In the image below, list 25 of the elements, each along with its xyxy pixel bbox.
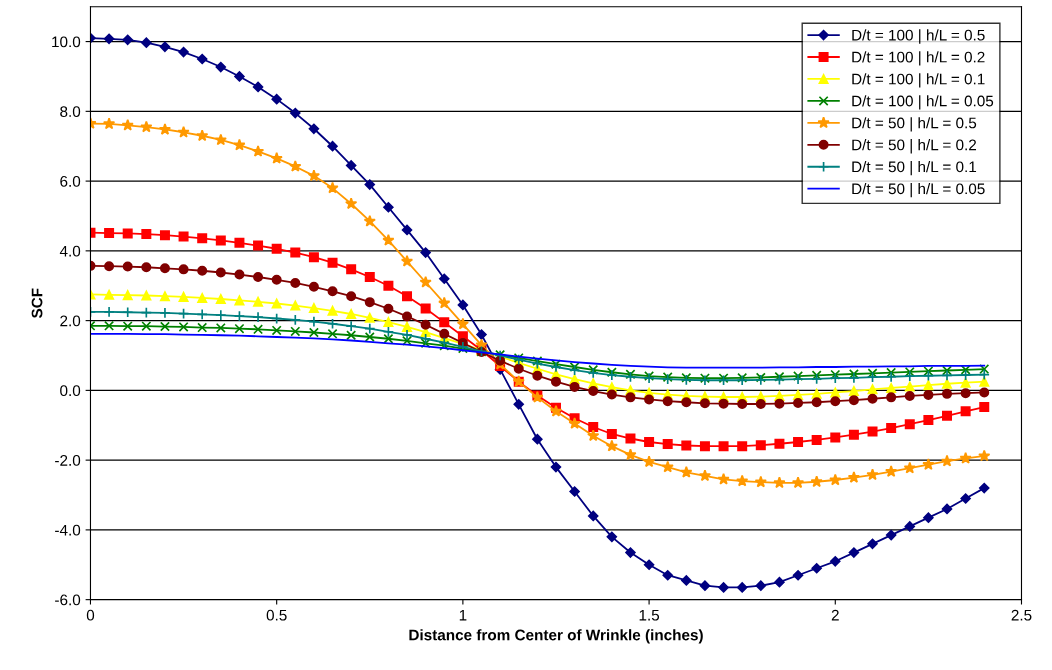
legend-label: D/t = 50 | h/L = 0.05: [852, 182, 985, 198]
y-tick-label: 10.0: [52, 36, 81, 48]
x-tick-label: 1.5: [639, 609, 660, 621]
y-tick-label: -2.0: [55, 455, 81, 466]
x-tick-label: 0.5: [266, 609, 287, 621]
y-axis-title: SCF: [31, 288, 43, 319]
y-tick-label: 4.0: [59, 245, 81, 257]
y-tick-label: 8.0: [60, 106, 81, 118]
x-axis-title: Distance from Center of Wrinkle (inches): [409, 629, 703, 644]
y-tick-label: -6.0: [55, 594, 81, 606]
x-tick-label: 2.5: [1011, 609, 1032, 621]
legend-label: D/t = 50 | h/L = 0.2: [852, 139, 977, 154]
legend-label: D/t = 50 | h/L = 0.5: [852, 117, 977, 132]
legend-label: D/t = 100 | h/L = 0.5: [852, 29, 985, 44]
legend-label: D/t = 50 | h/L = 0.1: [852, 161, 977, 176]
x-tick-label: 0: [86, 609, 95, 621]
y-tick-label: 6.0: [60, 175, 81, 187]
x-tick-label: 1: [459, 609, 467, 621]
legend-label: D/t = 100 | h/L = 0.1: [852, 73, 985, 88]
y-tick-label: -4.0: [55, 524, 81, 536]
y-tick-label: 2.0: [60, 315, 81, 327]
legend-label: D/t = 100 | h/L = 0.2: [852, 51, 985, 66]
y-tick-label: 0.0: [60, 385, 81, 397]
legend-label: D/t = 100 | h/L = 0.05: [852, 95, 994, 110]
x-tick-label: 2: [831, 609, 839, 621]
